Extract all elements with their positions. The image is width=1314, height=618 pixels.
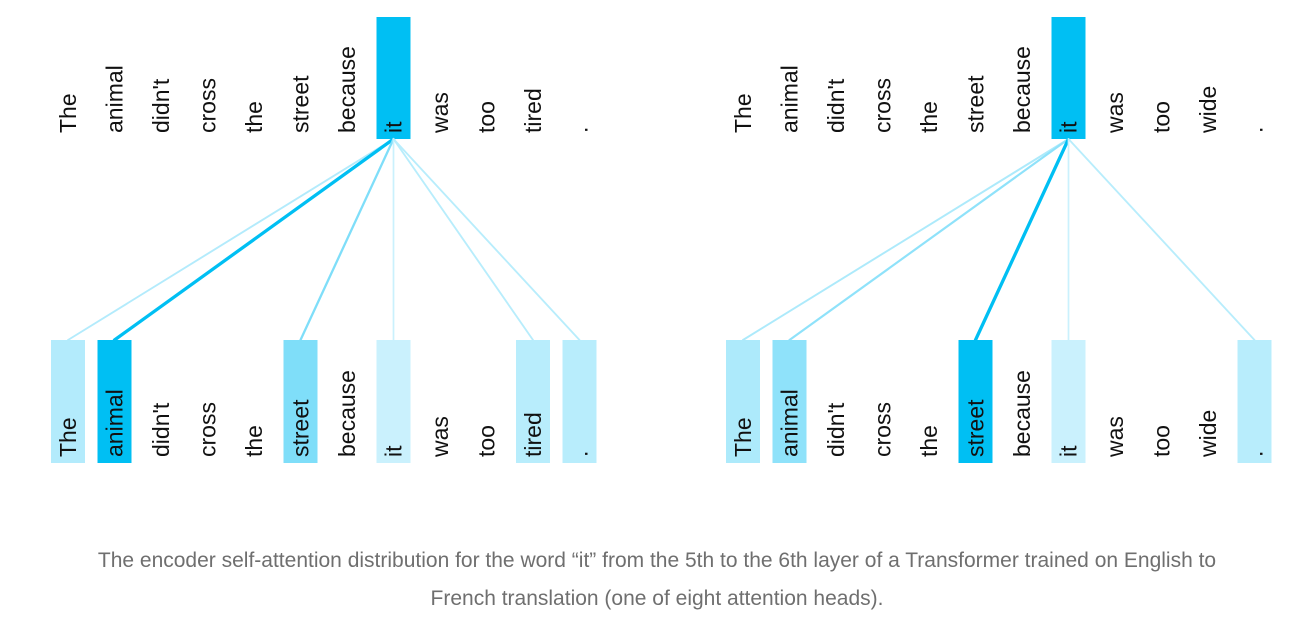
- target-token: was: [1102, 416, 1128, 458]
- source-token: it: [1056, 121, 1082, 133]
- source-token: street: [288, 75, 314, 133]
- target-token: because: [334, 370, 360, 457]
- source-token: didn't: [148, 78, 174, 133]
- attention-line: [392, 138, 581, 341]
- target-token: street: [288, 399, 314, 457]
- target-token: didn't: [148, 402, 174, 457]
- source-token: wide: [1195, 86, 1221, 134]
- source-token: too: [1149, 101, 1175, 133]
- figure-caption: The encoder self-attention distribution …: [0, 542, 1314, 618]
- source-token: street: [963, 75, 989, 133]
- attention-line: [742, 138, 1070, 341]
- attention-panel-2: The animal didn't cross the street because it wa…: [726, 17, 1272, 463]
- target-token: The: [730, 417, 756, 457]
- source-token: .: [567, 127, 593, 133]
- target-token: wide: [1195, 410, 1221, 458]
- attention-weight-box: [958, 340, 993, 463]
- query-token-highlight: [1051, 17, 1086, 139]
- attention-panel-1: The animal didn't cross the street because it wa…: [51, 17, 597, 463]
- target-token: .: [567, 451, 593, 457]
- source-token: was: [1102, 92, 1128, 134]
- attention-weight-box: [97, 340, 132, 463]
- attention-weight-box: [1237, 340, 1272, 463]
- attention-line: [67, 138, 395, 341]
- source-token: cross: [870, 78, 896, 133]
- attention-weight-box: [283, 340, 318, 463]
- source-token: the: [241, 101, 267, 133]
- source-token: because: [334, 46, 360, 133]
- target-token: it: [1056, 445, 1082, 457]
- target-token: The: [55, 417, 81, 457]
- caption-line-1: The encoder self-attention distribution …: [97, 549, 1217, 572]
- source-token: didn't: [823, 78, 849, 133]
- target-token: animal: [777, 389, 803, 457]
- attention-line: [1067, 138, 1256, 341]
- attention-diagram: The animal didn't cross the street because it wa…: [51, 17, 1272, 463]
- query-token-highlight: [376, 17, 411, 139]
- attention-weight-box: [376, 340, 411, 463]
- attention-weight-box: [1051, 340, 1086, 463]
- target-token: cross: [195, 402, 221, 457]
- source-token: cross: [195, 78, 221, 133]
- target-token: didn't: [823, 402, 849, 457]
- target-token: .: [1242, 451, 1268, 457]
- source-token: animal: [102, 65, 128, 133]
- attention-line: [299, 137, 395, 342]
- source-token: too: [474, 101, 500, 133]
- target-token: street: [963, 399, 989, 457]
- source-token: because: [1009, 46, 1035, 133]
- target-token: tired: [520, 412, 546, 457]
- source-token: was: [427, 92, 453, 134]
- target-token: because: [1009, 370, 1035, 457]
- attention-weight-box: [772, 340, 807, 463]
- target-token: too: [1149, 425, 1175, 457]
- target-token: the: [916, 425, 942, 457]
- attention-line: [788, 137, 1070, 342]
- source-token: the: [916, 101, 942, 133]
- attention-line: [392, 138, 534, 341]
- source-token: The: [730, 93, 756, 133]
- attention-weight-box: [562, 340, 597, 463]
- attention-weight-box: [516, 340, 550, 463]
- target-token: was: [427, 416, 453, 458]
- attention-line: [112, 137, 396, 342]
- source-token: it: [381, 121, 407, 133]
- target-token: cross: [870, 402, 896, 457]
- caption-line-2: French translation (one of eight attenti…: [430, 587, 884, 610]
- target-token: it: [381, 445, 407, 457]
- source-token: animal: [777, 65, 803, 133]
- source-token: The: [55, 93, 81, 133]
- source-token: .: [1242, 127, 1268, 133]
- attention-weight-box: [726, 340, 760, 463]
- target-token: the: [241, 425, 267, 457]
- target-token: too: [474, 425, 500, 457]
- attention-line: [973, 137, 1071, 342]
- attention-weight-box: [51, 340, 85, 463]
- source-token: tired: [520, 88, 546, 133]
- target-token: animal: [102, 389, 128, 457]
